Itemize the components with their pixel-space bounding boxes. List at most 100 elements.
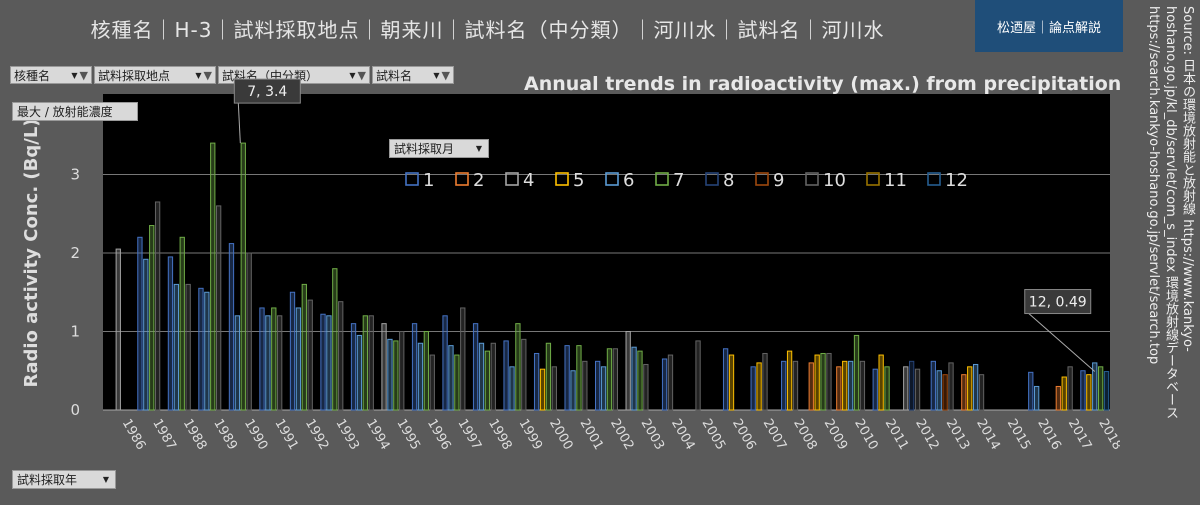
bar-2000-m1 <box>533 352 540 411</box>
bar-2009-m7 <box>820 352 826 411</box>
bar-2006-m5 <box>728 354 735 411</box>
bar-2018-m12 <box>1103 371 1110 411</box>
dropdown-arrow-icon: ▼ <box>71 70 78 80</box>
bar-2010-m5 <box>842 360 848 411</box>
bar-2010-m10 <box>859 360 866 411</box>
filter-button-location[interactable]: 試料採取地点 ▼ ▼ <box>94 66 216 84</box>
bar-2013-m1 <box>930 360 936 411</box>
bar-1989-m6 <box>204 291 210 411</box>
x-tick-label: 1995 <box>393 417 423 453</box>
bar-2010-m2 <box>836 366 842 411</box>
bar-1989-m10 <box>216 205 222 411</box>
x-tick-label: 2002 <box>607 417 637 453</box>
measure-label: 最大 / 放射能濃度 <box>17 105 113 119</box>
bar-2002-m1 <box>595 360 601 411</box>
bar-2014-m5 <box>967 366 973 411</box>
bar-2017-m2 <box>1055 385 1061 411</box>
bar-1986-m4 <box>115 248 121 411</box>
x-tick-label: 1994 <box>363 417 393 453</box>
bar-2012-m10 <box>914 368 921 411</box>
bar-2002-m10 <box>612 348 619 411</box>
dropdown-arrow-icon: ▼ <box>349 70 356 80</box>
legend-swatch-m5 <box>555 172 569 186</box>
measure-field-button[interactable]: 最大 / 放射能濃度 <box>12 102 138 121</box>
bar-1998-m6 <box>478 342 485 411</box>
legend-label-m8: 8 <box>723 170 734 191</box>
annotation-box <box>233 78 301 104</box>
bar-1991-m6 <box>265 315 271 411</box>
bar-2017-m5 <box>1061 376 1067 411</box>
bar-1989-m1 <box>198 287 204 411</box>
bar-1988-m7 <box>179 236 185 411</box>
bar-2016-m1 <box>1028 371 1034 411</box>
annotation-leader <box>237 103 241 144</box>
filter-icon: ▼ <box>357 68 366 82</box>
x-tick-label: 2006 <box>729 417 759 453</box>
bar-2001-m1 <box>564 345 570 411</box>
bar-2018-m1 <box>1080 370 1086 411</box>
bar-1993-m10 <box>338 301 344 411</box>
dropdown-arrow-icon: ▼ <box>195 70 202 80</box>
bar-2018-m5 <box>1086 374 1092 411</box>
bar-2012-m8 <box>909 360 915 411</box>
bar-2009-m2 <box>808 362 814 411</box>
bar-2016-m6 <box>1034 385 1040 411</box>
bar-1991-m7 <box>271 307 277 411</box>
bar-1991-m10 <box>277 315 283 411</box>
bar-1993-m7 <box>332 268 338 411</box>
bar-1997-m7 <box>454 354 460 411</box>
dropdown-arrow-icon: ▼ <box>475 144 482 153</box>
x-tick-label: 1999 <box>515 417 545 453</box>
bar-2004-m1 <box>661 358 668 411</box>
legend-swatch-m1 <box>405 172 419 186</box>
x-tick-label: 1991 <box>271 417 301 453</box>
x-tick-label: 2005 <box>699 417 729 453</box>
x-tick-label: 2003 <box>638 417 668 453</box>
legend-label-m11: 11 <box>884 170 907 191</box>
header-title: 核種名｜H-3｜試料採取地点｜朝来川｜試料名（中分類）｜河川水｜試料名｜河川水 <box>90 17 885 42</box>
bar-2011-m5 <box>878 354 884 411</box>
month-filter-button[interactable]: 試料採取月 ▼ <box>389 139 489 158</box>
bar-2008-m1 <box>781 360 787 411</box>
bar-1988-m6 <box>173 283 179 411</box>
brand-badge[interactable]: 松迺屋｜論点解説 <box>975 0 1123 52</box>
legend-label-m4: 4 <box>523 170 534 191</box>
dropdown-arrow-icon: ▼ <box>433 70 440 80</box>
month-filter-label: 試料採取月 <box>394 142 455 156</box>
year-filter-label: 試料採取年 <box>17 473 78 487</box>
filter-button-sample-name[interactable]: 試料名 ▼ ▼ <box>372 66 454 84</box>
legend-swatch-m2 <box>455 172 469 186</box>
bar-1997-m6 <box>448 345 454 411</box>
bar-1994-m10 <box>368 315 374 411</box>
bar-1988-m10 <box>185 283 191 411</box>
bar-1990-m6 <box>234 315 241 411</box>
bar-1987-m7 <box>149 225 155 411</box>
dropdown-arrow-icon: ▼ <box>102 475 109 484</box>
bar-1995-m4 <box>381 323 387 411</box>
legend-label-m12: 12 <box>945 170 968 191</box>
legend-swatch-m4 <box>505 172 519 186</box>
x-tick-label: 1989 <box>210 417 240 453</box>
filter-icon: ▼ <box>79 68 88 82</box>
bar-1992-m1 <box>289 291 296 411</box>
x-tick-label: 2001 <box>577 417 607 453</box>
annotation-leader <box>1028 313 1096 372</box>
x-tick-label: 2004 <box>668 417 698 453</box>
bar-2002-m6 <box>600 366 607 411</box>
x-tick-label: 1986 <box>119 417 149 453</box>
annotation-label: 7, 3.4 <box>247 84 287 100</box>
bar-1994-m1 <box>350 323 357 411</box>
x-tick-label: 1998 <box>485 417 515 453</box>
legend-swatch-m7 <box>655 172 669 186</box>
legend-label-m7: 7 <box>673 170 684 191</box>
bar-2014-m2 <box>961 374 967 411</box>
y-tick-label: 1 <box>70 323 80 341</box>
bar-1996-m6 <box>417 342 424 411</box>
bar-2012-m4 <box>903 366 909 411</box>
bar-2006-m1 <box>722 348 729 411</box>
bar-1998-m1 <box>472 323 479 411</box>
year-filter-button[interactable]: 試料採取年 ▼ <box>12 470 116 489</box>
bar-2018-m7 <box>1097 366 1104 411</box>
filter-button-nuclide[interactable]: 核種名 ▼ ▼ <box>10 66 92 84</box>
